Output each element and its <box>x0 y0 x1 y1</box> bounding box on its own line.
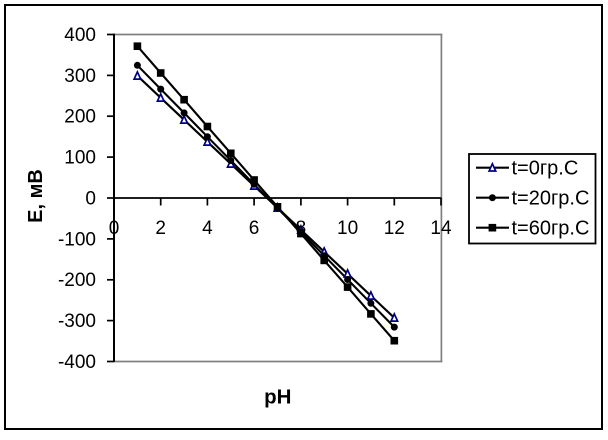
svg-text:t=0гр.С: t=0гр.С <box>512 158 579 180</box>
svg-text:400: 400 <box>64 25 96 46</box>
svg-text:10: 10 <box>337 218 358 239</box>
svg-text:8: 8 <box>296 218 307 239</box>
svg-text:4: 4 <box>202 218 213 239</box>
svg-text:-200: -200 <box>58 270 96 291</box>
svg-text:-100: -100 <box>58 229 96 250</box>
svg-text:200: 200 <box>64 107 96 128</box>
svg-text:14: 14 <box>430 218 452 239</box>
svg-text:0: 0 <box>85 188 96 209</box>
svg-text:t=60гр.С: t=60гр.С <box>512 218 590 240</box>
svg-text:-400: -400 <box>58 352 96 373</box>
svg-text:300: 300 <box>64 66 96 87</box>
svg-text:pH: pH <box>264 386 291 409</box>
svg-text:100: 100 <box>64 148 96 169</box>
svg-text:t=20гр.С: t=20гр.С <box>512 188 590 210</box>
svg-text:2: 2 <box>155 218 166 239</box>
svg-text:6: 6 <box>249 218 260 239</box>
svg-text:E, мВ: E, мВ <box>25 169 47 223</box>
svg-text:12: 12 <box>384 218 405 239</box>
svg-text:-300: -300 <box>58 311 96 332</box>
svg-text:0: 0 <box>109 218 120 239</box>
